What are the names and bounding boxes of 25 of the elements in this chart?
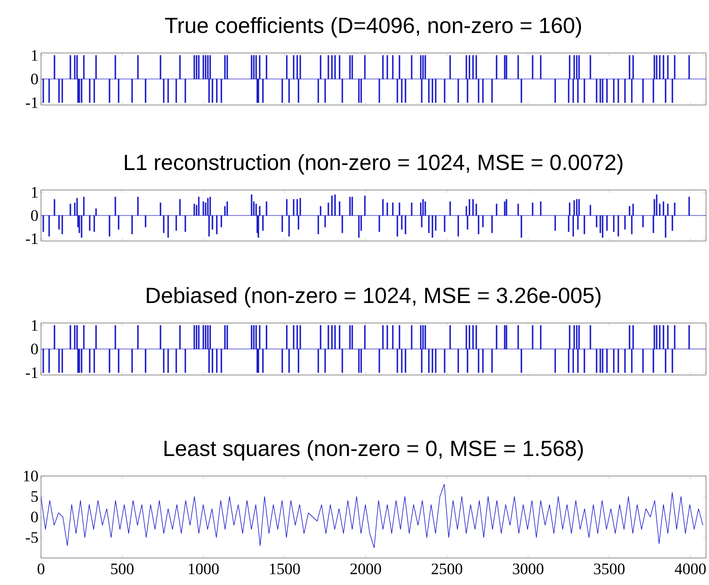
x-tick-label: 1000 (188, 564, 219, 574)
y-tick-label: 1 (32, 320, 38, 331)
chart-title: L1 reconstruction (non-zero = 1024, MSE = 0.0072) (124, 154, 622, 174)
y-tick-label: -1 (26, 367, 38, 378)
chart-title: True coefficients (D=4096, non-zero = 160) (165, 17, 582, 38)
y-tick-label: 0 (31, 512, 38, 522)
y-tick-label: 1 (32, 50, 38, 61)
y-tick-label: 0 (31, 74, 38, 84)
y-tick-label: 10 (24, 470, 38, 482)
x-tick-label: 3000 (512, 564, 544, 574)
y-tick-label: -1 (26, 233, 38, 244)
x-tick-label: 3500 (594, 564, 625, 574)
chart-title: Debiased (non-zero = 1024, MSE = 3.26e-005) (146, 287, 600, 308)
x-tick-label: 4000 (674, 564, 706, 574)
chart-title: Least squares (non-zero = 0, MSE = 1.568) (164, 440, 583, 460)
y-tick-label: 0 (31, 210, 38, 221)
x-tick-label: 2500 (432, 564, 462, 574)
x-tick-label: 2000 (350, 564, 382, 574)
y-tick-label: 1 (32, 187, 38, 198)
x-tick-label: 500 (111, 564, 134, 574)
x-tick-label: 1500 (270, 564, 300, 574)
y-tick-label: 0 (31, 344, 38, 354)
y-tick-label: -1 (26, 97, 38, 108)
y-tick-label: 5 (31, 491, 38, 502)
y-tick-label: -5 (26, 532, 38, 543)
